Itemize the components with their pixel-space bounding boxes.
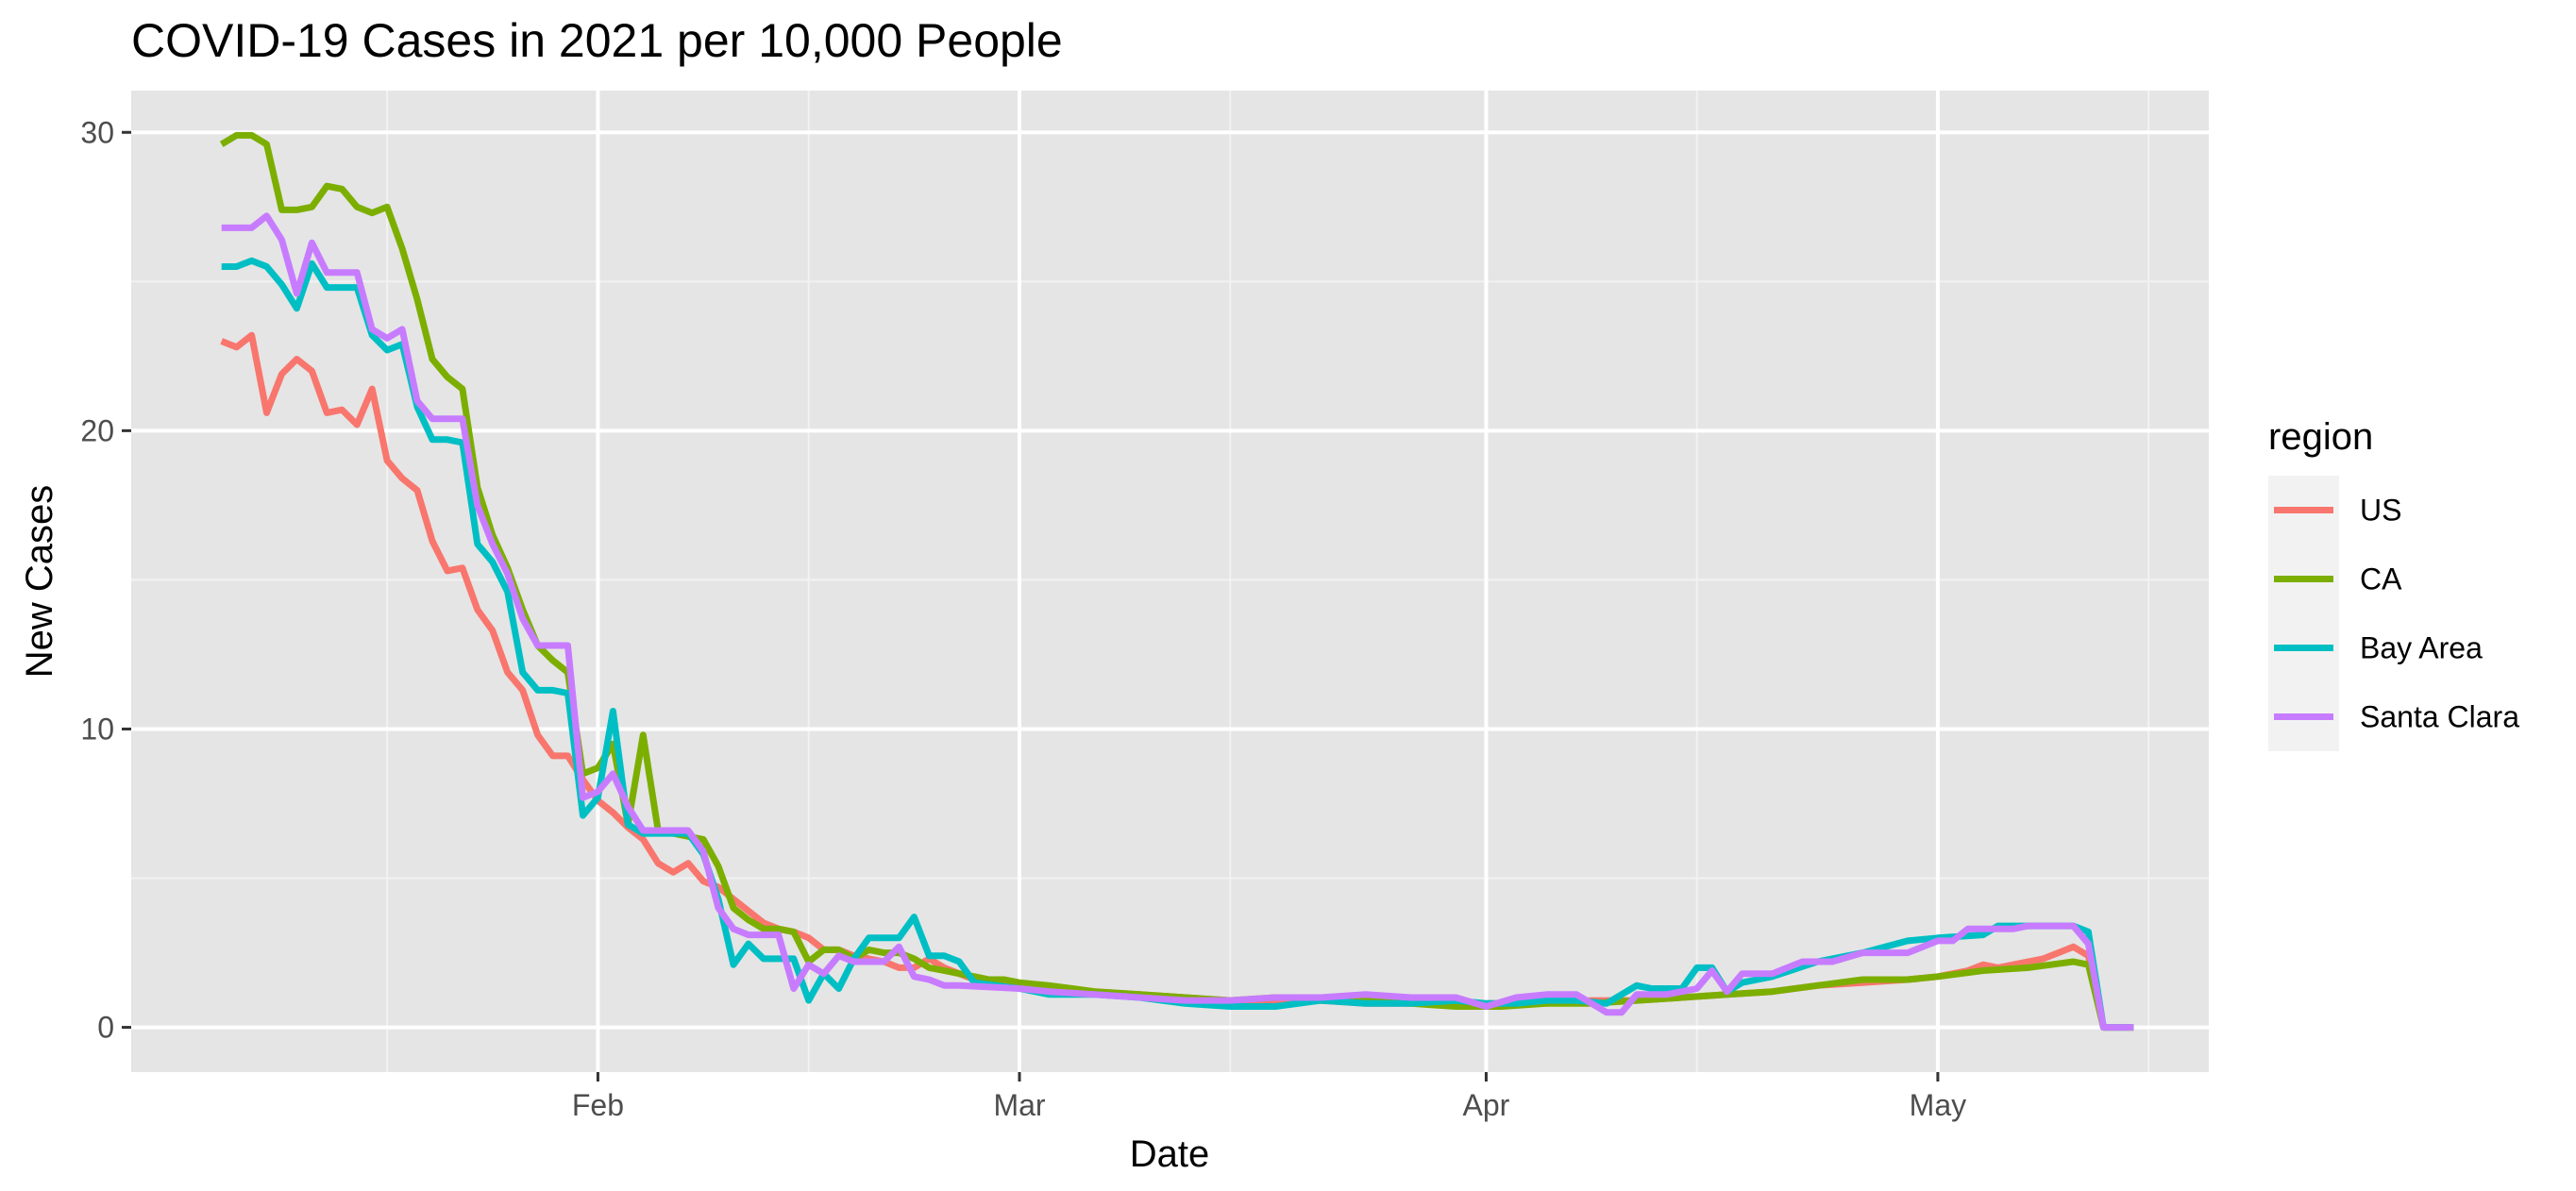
- legend-item-bay-area: Bay Area: [2268, 613, 2483, 682]
- y-tick-label: 20: [80, 413, 114, 447]
- legend-label: Bay Area: [2360, 631, 2483, 665]
- major-grid: [131, 91, 2209, 1072]
- series-lines: [219, 131, 2134, 1032]
- y-axis-title: New Cases: [19, 485, 60, 679]
- x-axis: Feb Mar Apr May: [572, 1072, 1966, 1122]
- legend-item-us: US: [2268, 476, 2401, 545]
- series-line-santa-clara: [221, 212, 2134, 1032]
- legend-label: CA: [2360, 562, 2402, 596]
- y-axis: 0 10 20 30: [80, 115, 131, 1045]
- y-tick-label: 0: [97, 1011, 114, 1045]
- y-tick-label: 30: [80, 115, 114, 149]
- series-line-ca: [219, 131, 2134, 1032]
- legend: region US CA Bay Area Santa Clara: [2268, 416, 2519, 751]
- legend-label: US: [2360, 494, 2401, 528]
- y-tick-label: 10: [80, 712, 114, 746]
- x-tick-label: Apr: [1463, 1088, 1510, 1122]
- plot-panel: [131, 91, 2209, 1072]
- x-tick-label: May: [1910, 1088, 1966, 1122]
- legend-item-santa-clara: Santa Clara: [2268, 682, 2519, 751]
- legend-item-ca: CA: [2268, 545, 2402, 613]
- minor-grid: [131, 91, 2209, 1072]
- x-tick-label: Mar: [993, 1088, 1045, 1122]
- x-axis-title: Date: [1130, 1133, 1210, 1175]
- x-tick-label: Feb: [572, 1088, 624, 1122]
- chart-title: COVID-19 Cases in 2021 per 10,000 People: [131, 14, 1063, 67]
- legend-items: US CA Bay Area Santa Clara: [2268, 476, 2519, 751]
- legend-title: region: [2268, 416, 2373, 458]
- legend-label: Santa Clara: [2360, 700, 2519, 734]
